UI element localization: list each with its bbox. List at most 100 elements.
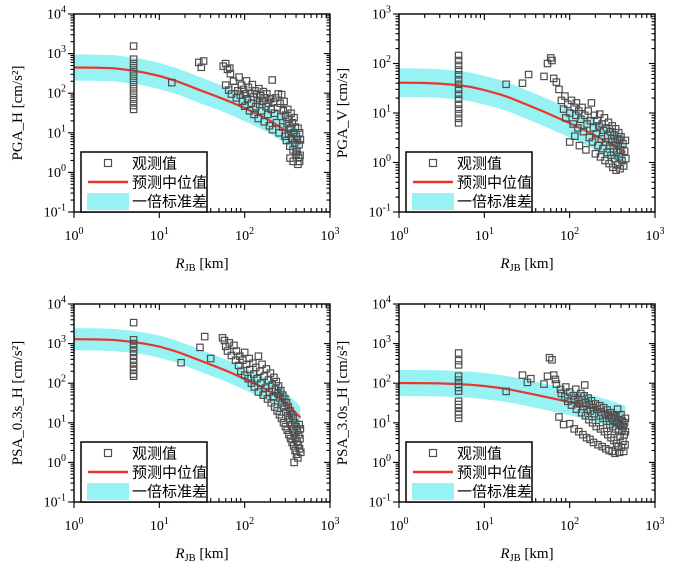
observed-point [543,372,552,381]
observed-point [280,403,288,411]
observed-point [614,128,623,137]
observed-point [295,420,304,429]
tick-label: 10-1 [369,493,391,511]
tick-label: 10-1 [44,493,66,511]
observed-point [129,339,138,348]
square-marker-icon [103,448,113,458]
observed-point [621,154,630,163]
observed-point [555,85,563,94]
observed-point [289,414,298,423]
observed-point [129,80,138,89]
tick-label: 100 [47,163,66,181]
observed-point [454,90,463,99]
observed-point [129,343,138,352]
y-axis-title: PSA_0.3s_H [cm/s²] [10,341,26,466]
observed-point [129,347,138,356]
observed-point [575,141,584,150]
observed-point [129,372,138,381]
observed-point [592,130,601,138]
tick-label: 100 [390,226,409,244]
observed-point [129,358,138,367]
x-axis-title: RJB [km] [174,546,228,564]
observed-point [454,356,463,365]
std-band-area [74,328,301,429]
observed-point [570,132,579,141]
observed-point [518,371,527,379]
observed-point [286,154,294,162]
x-axis-title: RJB [km] [499,256,553,274]
observed-point [582,146,590,154]
observed-point [572,99,581,107]
legend-label: 一倍标准差 [457,194,532,211]
tick-label: 100 [390,516,409,534]
observed-point [270,403,279,411]
observed-point [454,349,463,357]
observed-point [129,318,138,327]
observed-point [235,73,243,81]
observed-point [129,63,138,72]
observed-point [129,72,138,80]
observed-point [206,354,215,363]
observed-point [279,106,288,115]
tick-label: 102 [235,226,254,244]
observed-point [454,80,463,89]
observed-point [296,425,305,433]
tick-label: 101 [372,413,391,431]
median-line [73,66,302,145]
observed-point [580,392,589,400]
legend-label: 预测中位值 [457,175,532,192]
observed-point [230,341,238,350]
tick-label: 100 [372,453,391,471]
observed-point [454,414,463,423]
observed-point [545,353,554,362]
tick-label: 102 [47,374,66,392]
observed-point [168,78,176,87]
observed-point [280,97,288,106]
legend-label: 预测中位值 [132,465,207,482]
legend-label: 观测值 [132,156,177,173]
std-band-icon [412,193,454,210]
observed-point [556,385,565,394]
observed-point [587,99,596,107]
observed-point [600,113,609,122]
observed-point [579,127,588,136]
observed-point [555,413,563,421]
square-marker-icon [428,158,438,168]
observed-point [129,68,138,76]
observed-point [281,395,289,403]
y-axis-title: PSA_3.0s_H [cm/s²] [335,341,351,466]
observed-point [277,112,285,121]
tick-label: 101 [372,104,391,122]
legend-label: 观测值 [457,156,502,173]
observed-point [253,374,261,383]
observed-point [290,113,298,122]
observed-point [226,69,235,78]
observed-point [591,400,600,408]
panel-pga-h: 100 101 102 103 10-1 100 101 102 103 104 PGA_H [cm… [10,5,340,275]
observed-point [594,440,602,449]
y-axis-title: PGA_V [cm/s] [335,68,351,158]
observed-point [223,347,232,355]
observed-point [540,72,548,81]
observed-point [454,61,463,70]
observed-point [565,138,574,146]
observed-point [565,419,574,428]
observed-point [454,56,463,65]
observed-point [561,92,569,100]
observed-point [226,64,234,72]
observed-point [272,118,281,127]
tick-label: 103 [646,226,665,244]
observed-point [526,374,535,383]
observed-point [279,391,287,399]
observed-point [454,95,463,104]
panel-psa-3p0s-h: 100 101 102 103 10-1 100 101 102 103 104 PSA_3.0s_… [335,295,665,565]
tick-label: 103 [372,5,391,23]
observed-point [620,147,629,155]
observed-point [454,100,463,109]
observed-point [270,373,278,382]
observed-point [454,376,463,384]
panel-psa-0p3s-h: 100 101 102 103 10-1 100 101 102 103 104 PSA_0.3s_… [10,295,340,565]
observed-point [268,76,277,84]
x-axis-title: RJB [km] [174,256,228,274]
